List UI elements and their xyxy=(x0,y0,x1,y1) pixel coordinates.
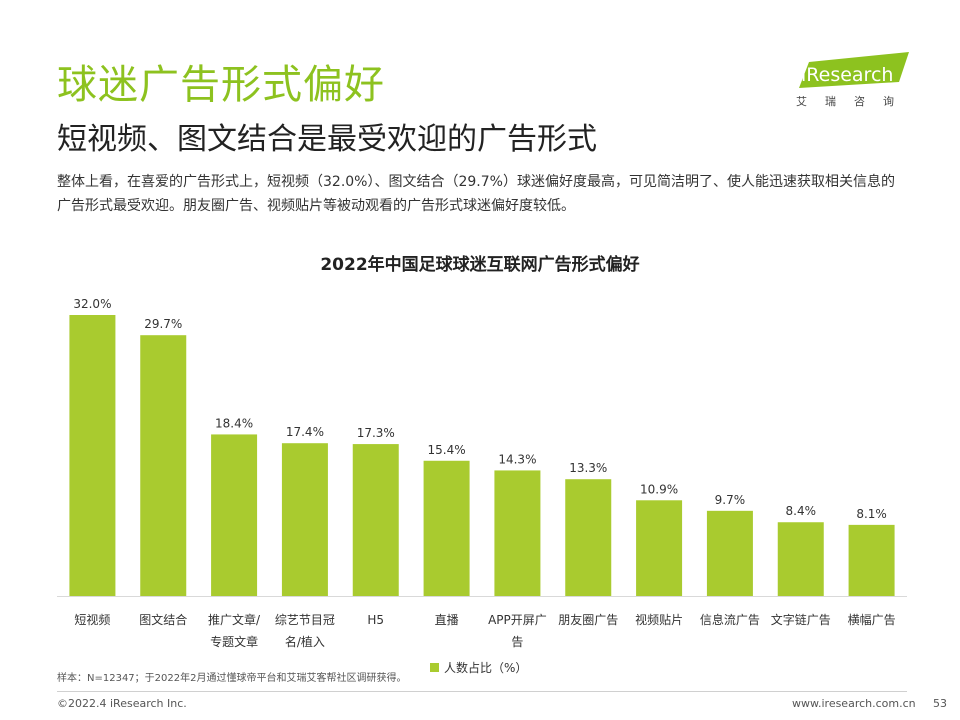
data-label: 15.4% xyxy=(428,443,466,457)
x-tick-label: H5 xyxy=(367,613,384,627)
x-tick-label: 横幅广告 xyxy=(848,612,896,627)
legend-label: 人数占比（%） xyxy=(444,661,528,675)
legend-swatch xyxy=(430,663,439,672)
bar xyxy=(281,443,328,596)
page-description: 整体上看，在喜爱的广告形式上，短视频（32.0%）、图文结合（29.7%）球迷偏… xyxy=(57,174,895,214)
bar xyxy=(706,510,753,596)
x-tick-label: 图文结合 xyxy=(139,612,187,627)
data-label: 17.3% xyxy=(357,426,395,440)
data-label: 18.4% xyxy=(215,416,253,430)
bar xyxy=(848,524,895,596)
x-tick-label: 信息流广告 xyxy=(700,612,760,627)
chart-title: 2022年中国足球球迷互联网广告形式偏好 xyxy=(320,255,640,275)
bar xyxy=(211,434,258,596)
bar xyxy=(423,460,470,596)
page-subtitle: 短视频、图文结合是最受欢迎的广告形式 xyxy=(57,122,597,157)
x-tick-label: 短视频 xyxy=(74,612,110,627)
data-label: 17.4% xyxy=(286,425,324,439)
bar xyxy=(777,522,824,596)
logo-cn-text: 艾瑞咨询 xyxy=(796,95,912,108)
data-label: 29.7% xyxy=(144,317,182,331)
data-label: 8.1% xyxy=(856,507,887,521)
page-number: 53 xyxy=(933,697,947,710)
bar xyxy=(140,335,187,596)
website-link[interactable]: www.iresearch.com.cn xyxy=(792,697,916,710)
x-tick-label: 推广文章/专题文章 xyxy=(208,612,261,649)
x-tick-label: 直播 xyxy=(435,613,459,627)
bar xyxy=(494,470,541,596)
x-tick-label: 文字链广告 xyxy=(771,612,831,627)
x-tick-label: 综艺节目冠名/植入 xyxy=(275,613,335,649)
data-label: 9.7% xyxy=(715,493,746,507)
sample-footnote: 样本：N=12347；于2022年2月通过懂球帝平台和艾瑞艾客帮社区调研获得。 xyxy=(57,673,407,684)
copyright-text: ©2022.4 iResearch Inc. xyxy=(57,697,187,710)
data-label: 32.0% xyxy=(73,297,111,311)
logo-text: iResearch xyxy=(801,64,893,86)
bar xyxy=(565,479,612,596)
x-tick-label: APP开屏广告 xyxy=(488,613,547,649)
iresearch-logo: iResearch xyxy=(799,52,909,88)
footer-divider xyxy=(57,691,907,692)
x-tick-label: 朋友圈广告 xyxy=(558,613,618,627)
data-label: 13.3% xyxy=(569,461,607,475)
data-label: 10.9% xyxy=(640,482,678,496)
logo-background xyxy=(799,52,909,88)
bar xyxy=(636,500,683,596)
chart-legend: 人数占比（%） xyxy=(430,659,527,676)
bar xyxy=(352,444,399,596)
x-tick-label: 视频贴片 xyxy=(635,612,683,627)
bar-chart: 32.0% 短视频 29.7% 图文结合 18.4% 推广文章/专题文章 17.4% 综艺节目… xyxy=(57,297,907,649)
bar xyxy=(69,315,116,596)
data-label: 8.4% xyxy=(786,504,817,518)
page-title: 球迷广告形式偏好 xyxy=(57,62,385,108)
data-label: 14.3% xyxy=(498,452,536,466)
